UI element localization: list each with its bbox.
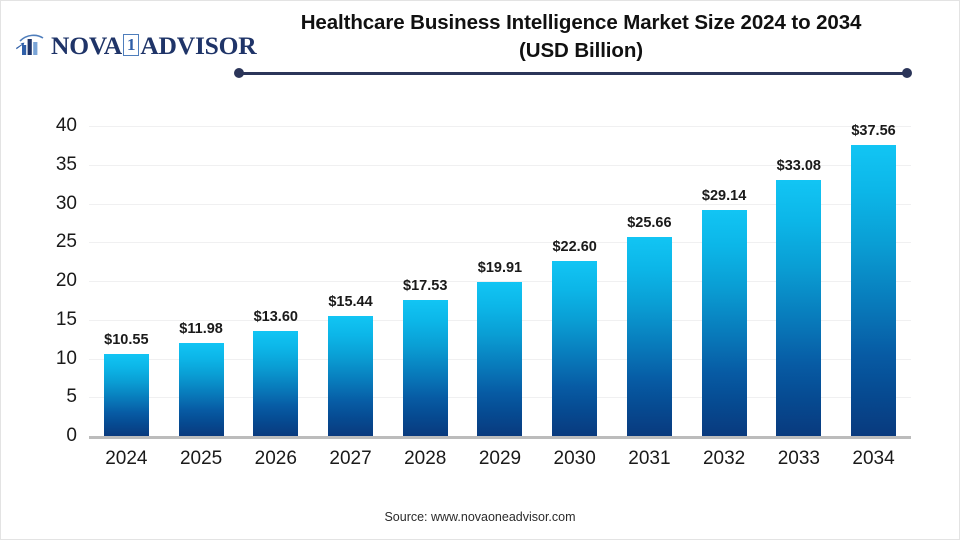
bar[interactable] <box>851 144 897 436</box>
bar-slot[interactable]: $22.60 <box>537 126 612 436</box>
y-axis-tick-label: 40 <box>55 115 77 136</box>
y-axis-tick-label: 35 <box>55 153 77 175</box>
bar-value-label: $17.53 <box>403 278 448 295</box>
x-axis-tick-label: 2026 <box>254 448 297 469</box>
bar-slot[interactable]: $15.44 <box>313 126 388 436</box>
bar[interactable] <box>103 354 149 436</box>
bar-value-label: $25.66 <box>627 215 672 232</box>
x-axis-tick-label: 2033 <box>777 448 820 469</box>
bar[interactable] <box>253 330 299 436</box>
bar[interactable] <box>402 300 448 436</box>
source-note: Source: www.novaoneadvisor.com <box>384 510 576 524</box>
x-axis-tick-label: 2031 <box>628 448 671 469</box>
y-axis-tick-label: 0 <box>66 425 77 446</box>
bar[interactable] <box>328 316 374 436</box>
bar[interactable] <box>626 237 672 436</box>
y-axis-tick-label: 25 <box>55 231 77 253</box>
y-axis-tick-label: 30 <box>55 192 77 214</box>
gridline <box>89 242 911 244</box>
bar[interactable] <box>178 343 224 436</box>
x-axis-ticks: 2024 2025 2026 2027 2028 2029 2030 2031 2032 2033… <box>89 448 911 470</box>
x-axis-tick-label: 2029 <box>478 448 522 469</box>
chart-title: Healthcare Business Intelligence Market … <box>221 9 941 66</box>
bar-slot[interactable]: $13.60 <box>238 126 313 436</box>
y-axis-tick-label: 15 <box>55 308 77 330</box>
bar-series: $10.55 $11.98 $13.60 $15.44 $17.53 $19.91 $22.… <box>89 123 911 436</box>
x-axis-tick-label: 2025 <box>179 448 223 469</box>
bar-slot[interactable]: $17.53 <box>388 126 463 436</box>
bar-slot[interactable]: $10.55 <box>89 126 164 436</box>
bar-value-label: $37.56 <box>851 122 896 139</box>
bar-slot[interactable]: $19.91 <box>463 126 538 436</box>
brand-name: NOVA 1 ADVISOR <box>51 31 257 61</box>
x-axis-tick-label: 2030 <box>553 448 596 469</box>
bar-slot[interactable]: $37.56 <box>836 123 911 436</box>
bar-slot[interactable]: $25.66 <box>612 126 687 436</box>
title-underline-dot-right <box>902 68 912 78</box>
bar[interactable] <box>776 179 822 436</box>
bar[interactable] <box>552 260 598 436</box>
bar-value-label: $19.91 <box>477 259 523 276</box>
bar-slot[interactable]: $29.14 <box>687 126 762 436</box>
brand-logo: NOVA 1 ADVISOR <box>15 29 257 63</box>
bar-value-label: $15.44 <box>328 294 373 311</box>
gridline <box>89 281 911 282</box>
x-axis-tick-label: 2032 <box>702 448 746 469</box>
bar-value-label: $11.98 <box>179 321 223 338</box>
chart-title-line2: (USD Billion) <box>519 39 643 63</box>
bar-value-label: $10.55 <box>104 332 149 349</box>
bar[interactable] <box>701 210 747 436</box>
y-axis-tick-label: 20 <box>55 270 77 291</box>
x-axis-tick-label: 2024 <box>105 448 148 469</box>
bar-value-label: $13.60 <box>253 308 298 325</box>
bar-chart-logo-icon <box>16 34 44 55</box>
gridline <box>89 203 911 205</box>
brand-name-box: 1 <box>123 34 140 56</box>
title-underline-line <box>238 72 908 75</box>
plot-area: 40 35 30 25 20 15 10 5 0 $10.55 $11.98 $13.60 $15.4… <box>56 115 911 446</box>
bar-value-label: $33.08 <box>776 157 821 174</box>
chart-title-line1: Healthcare Business Intelligence Market … <box>300 11 862 34</box>
x-axis-tick-label: 2034 <box>852 448 895 469</box>
bar-slot[interactable]: $11.98 <box>164 126 239 436</box>
title-underline <box>234 68 912 78</box>
x-axis-tick-label: 2028 <box>404 448 447 469</box>
bar[interactable] <box>477 281 523 436</box>
bar-value-label: $22.60 <box>552 238 597 255</box>
gridline <box>89 164 911 166</box>
bar-value-label: $29.14 <box>701 188 747 205</box>
x-axis-tick-label: 2027 <box>329 448 372 469</box>
gridline <box>89 126 911 127</box>
bar-slot[interactable]: $33.08 <box>761 126 836 436</box>
y-axis-tick-label: 10 <box>55 347 77 369</box>
y-axis-tick-label: 5 <box>66 386 77 408</box>
x-axis-baseline <box>89 436 911 439</box>
brand-name-part2: ADVISOR <box>140 31 257 60</box>
brand-name-part1: NOVA <box>51 31 122 60</box>
